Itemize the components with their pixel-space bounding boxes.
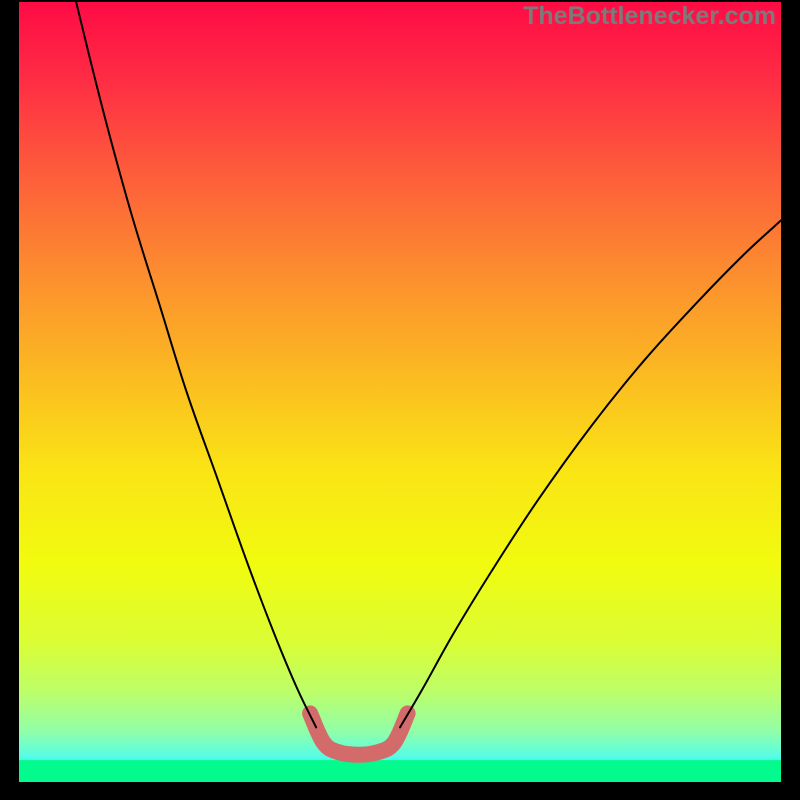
curve-left-branch: [76, 2, 316, 727]
watermark-text: TheBottlenecker.com: [523, 2, 776, 31]
frame-border-left: [0, 0, 19, 800]
bottleneck-curve: [19, 2, 781, 782]
frame-border-bottom: [0, 782, 800, 800]
curve-right-branch: [400, 220, 781, 727]
optimal-range-highlight: [310, 713, 408, 754]
plot-area: [19, 2, 781, 782]
frame-border-right: [781, 0, 800, 800]
